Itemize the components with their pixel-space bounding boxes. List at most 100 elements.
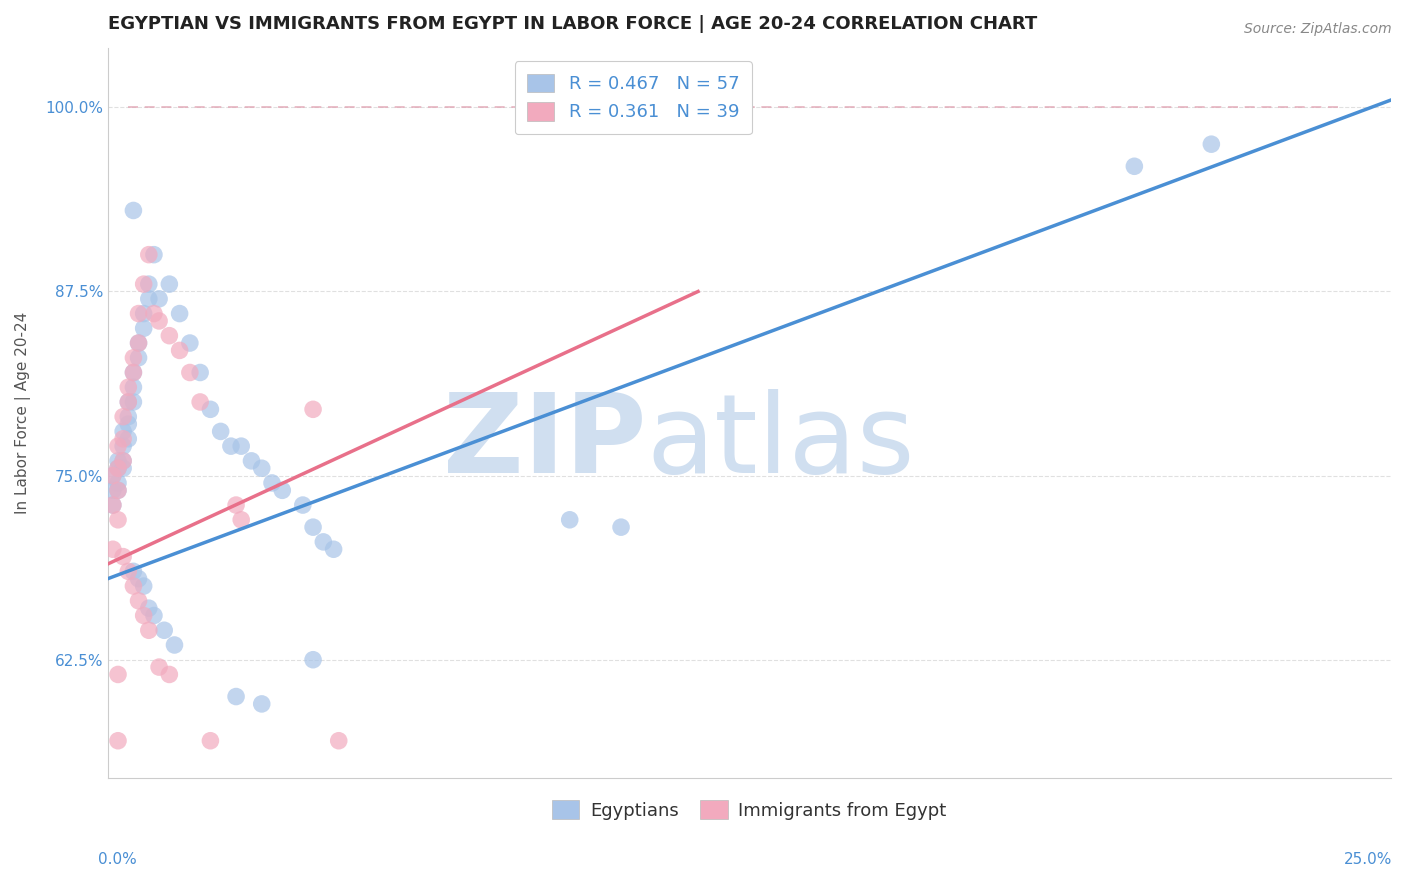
Point [132, 579, 155, 593]
Point [231, 513, 253, 527]
Point [112, 439, 135, 453]
Legend: Egyptians, Immigrants from Egypt: Egyptians, Immigrants from Egypt [546, 793, 953, 827]
Point [101, 498, 124, 512]
Point [209, 425, 232, 439]
Point [112, 432, 135, 446]
Point [122, 579, 145, 593]
Point [138, 292, 160, 306]
Point [112, 549, 135, 564]
Point [128, 336, 150, 351]
Point [122, 395, 145, 409]
Point [157, 277, 180, 292]
Point [138, 601, 160, 615]
Point [122, 366, 145, 380]
Point [101, 468, 124, 483]
Point [157, 667, 180, 681]
Point [142, 247, 165, 261]
Point [117, 565, 139, 579]
Point [328, 733, 350, 747]
Text: EGYPTIAN VS IMMIGRANTS FROM EGYPT IN LABOR FORCE | AGE 20-24 CORRELATION CHART: EGYPTIAN VS IMMIGRANTS FROM EGYPT IN LAB… [108, 15, 1038, 33]
Point [169, 307, 191, 321]
Point [163, 638, 186, 652]
Point [200, 733, 222, 747]
Text: 0.0%: 0.0% [98, 852, 138, 867]
Point [107, 475, 129, 490]
Point [107, 461, 129, 475]
Point [1123, 159, 1146, 173]
Point [132, 277, 155, 292]
Point [132, 321, 155, 335]
Point [240, 454, 263, 468]
Point [302, 520, 325, 534]
Point [117, 409, 139, 424]
Point [117, 417, 139, 431]
Point [148, 292, 170, 306]
Text: 25.0%: 25.0% [1344, 852, 1392, 867]
Point [128, 572, 150, 586]
Point [138, 624, 160, 638]
Point [225, 690, 247, 704]
Point [188, 395, 211, 409]
Point [107, 483, 129, 498]
Point [112, 409, 135, 424]
Point [132, 307, 155, 321]
Point [179, 336, 201, 351]
Point [122, 565, 145, 579]
Point [107, 513, 129, 527]
Point [107, 733, 129, 747]
Point [260, 475, 283, 490]
Y-axis label: In Labor Force | Age 20-24: In Labor Force | Age 20-24 [15, 312, 31, 514]
Point [157, 328, 180, 343]
Point [138, 277, 160, 292]
Point [200, 402, 222, 417]
Point [122, 380, 145, 394]
Point [188, 366, 211, 380]
Point [128, 336, 150, 351]
Point [112, 454, 135, 468]
Point [1201, 137, 1223, 152]
Point [107, 483, 129, 498]
Point [112, 425, 135, 439]
Text: Source: ZipAtlas.com: Source: ZipAtlas.com [1244, 22, 1392, 37]
Point [225, 498, 247, 512]
Point [169, 343, 191, 358]
Point [122, 203, 145, 218]
Point [128, 594, 150, 608]
Point [128, 351, 150, 365]
Point [142, 608, 165, 623]
Point [231, 439, 253, 453]
Point [148, 660, 170, 674]
Point [179, 366, 201, 380]
Point [558, 513, 581, 527]
Point [128, 307, 150, 321]
Point [291, 498, 314, 512]
Point [117, 395, 139, 409]
Point [107, 667, 129, 681]
Point [107, 461, 129, 475]
Point [101, 468, 124, 483]
Point [101, 498, 124, 512]
Text: ZIP: ZIP [443, 389, 647, 496]
Point [122, 366, 145, 380]
Point [138, 247, 160, 261]
Point [250, 697, 273, 711]
Text: atlas: atlas [647, 389, 915, 496]
Point [132, 608, 155, 623]
Point [142, 307, 165, 321]
Point [117, 395, 139, 409]
Point [312, 534, 335, 549]
Point [117, 432, 139, 446]
Point [101, 483, 124, 498]
Point [112, 454, 135, 468]
Point [148, 314, 170, 328]
Point [219, 439, 242, 453]
Point [250, 461, 273, 475]
Point [122, 351, 145, 365]
Point [153, 624, 176, 638]
Point [112, 461, 135, 475]
Point [610, 520, 633, 534]
Point [107, 439, 129, 453]
Point [302, 653, 325, 667]
Point [117, 380, 139, 394]
Point [107, 454, 129, 468]
